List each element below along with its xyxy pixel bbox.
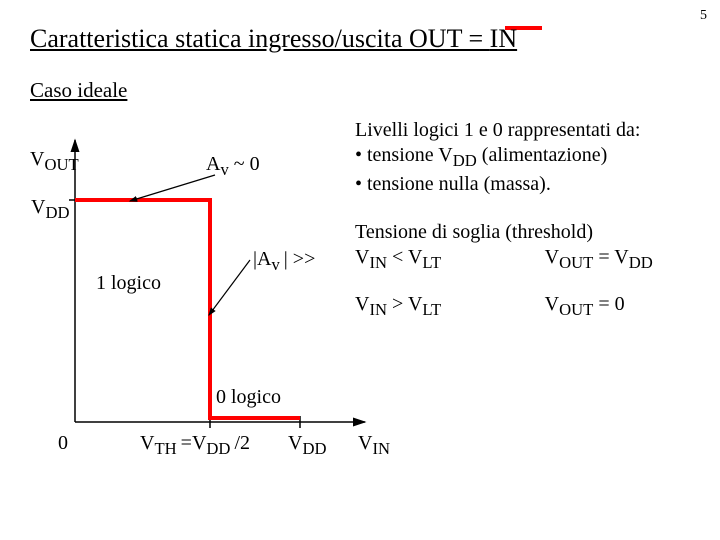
logic0-label: 0 logico <box>216 386 281 409</box>
intro-line2: • tensione VDD (alimentazione) <box>355 143 705 172</box>
vdd-y-label: VDD <box>31 196 70 223</box>
avbig-label: |Av | >> <box>253 248 315 275</box>
logic1-label: 1 logico <box>96 272 161 295</box>
title-in: IN <box>490 24 517 53</box>
threshold-row2: VIN > VLT VOUT = 0 <box>355 292 705 321</box>
res2: VOUT = 0 <box>545 293 625 315</box>
x-vdd-label: VDD <box>288 432 327 459</box>
threshold-block: Tensione di soglia (threshold) VIN < VLT… <box>355 220 705 321</box>
threshold-row1: VIN < VLT VOUT = VDD <box>355 245 705 274</box>
res1: VOUT = VDD <box>545 246 653 268</box>
x-origin: 0 <box>58 432 68 455</box>
x-vth-label: VTH =VDD /2 <box>140 432 250 459</box>
av0-label: Av ~ 0 <box>206 153 260 180</box>
intro-block: Livelli logici 1 e 0 rappresentati da: •… <box>355 118 705 197</box>
x-vin-label: VIN <box>358 432 390 459</box>
transfer-chart <box>0 0 400 480</box>
threshold-line1: Tensione di soglia (threshold) <box>355 220 705 245</box>
intro-line3: • tensione nulla (massa). <box>355 172 705 197</box>
intro-line1: Livelli logici 1 e 0 rappresentati da: <box>355 118 705 143</box>
y-axis-label: VOUT <box>30 148 79 175</box>
